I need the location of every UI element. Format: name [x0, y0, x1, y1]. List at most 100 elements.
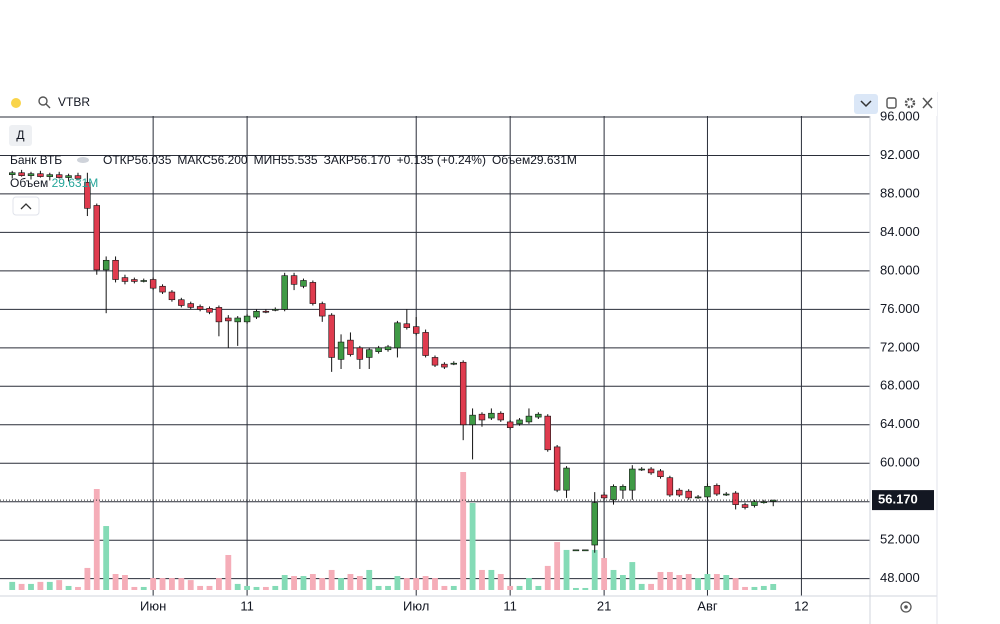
candle-body: [84, 182, 91, 209]
volume-bar: [619, 575, 626, 590]
volume-bar: [112, 574, 119, 590]
x-tick-label: 11: [503, 598, 517, 613]
visibility-toggle[interactable]: [77, 157, 89, 163]
volume-bar: [169, 578, 175, 590]
axis-settings[interactable]: [900, 601, 912, 613]
ohlc-label: МИН: [254, 153, 281, 167]
volume-bar: [56, 580, 63, 590]
volume-bar: [742, 586, 748, 590]
candle-body: [582, 549, 589, 552]
ohlc-value: 56.200: [211, 153, 248, 167]
volume-bar: [591, 549, 598, 590]
y-tick-label: 52.000: [880, 532, 920, 547]
candle-body: [441, 363, 448, 368]
candle-body: [610, 486, 617, 501]
candle-body: [18, 172, 25, 176]
volume-bar: [187, 580, 194, 590]
change: +0.135 (+0.24%): [397, 153, 486, 167]
maximize-button[interactable]: [886, 97, 897, 109]
candle-body: [131, 279, 138, 282]
axes: 48.00052.00056.00060.00064.00068.00072.0…: [140, 108, 934, 613]
close-button[interactable]: [922, 97, 933, 109]
interval-button[interactable]: [9, 125, 32, 146]
candle-body: [74, 175, 82, 179]
x-tick-label: 11: [240, 598, 254, 613]
volume-bar: [394, 576, 401, 590]
volume-bar: [638, 583, 645, 590]
candle-body: [488, 412, 495, 419]
volume-bar: [666, 571, 673, 590]
volume-bar: [760, 585, 767, 590]
candle-body: [375, 347, 382, 352]
candle-body: [65, 175, 72, 178]
volume-bar: [526, 578, 532, 590]
candle-body: [600, 494, 608, 499]
volume-bar: [629, 562, 636, 590]
candle-body: [215, 307, 223, 323]
y-tick-label: 84.000: [880, 224, 920, 239]
candle-body: [666, 477, 674, 496]
collapse-button[interactable]: [12, 196, 40, 216]
candle-body: [356, 347, 364, 360]
volume-bar: [751, 586, 758, 590]
candle-body: [459, 361, 467, 426]
search-icon[interactable]: [38, 96, 51, 109]
candle-body: [770, 499, 777, 502]
volume-bar: [582, 587, 589, 590]
interval: Д: [16, 128, 24, 142]
volume-bar: [601, 558, 608, 590]
x-tick-label: 21: [597, 598, 611, 613]
legend-name: Банк ВТБ: [10, 153, 62, 167]
volume-bar: [732, 578, 739, 590]
volume-bar: [262, 586, 269, 590]
volume-value: 29.631M: [52, 176, 99, 190]
volume-bar: [244, 585, 251, 590]
volume-bar: [507, 585, 514, 590]
candle-body: [93, 205, 100, 271]
plot-area: [0, 116, 870, 596]
volume-bar: [450, 585, 457, 590]
volume-bar: [554, 542, 561, 590]
volume-bar: [356, 576, 363, 590]
volume-bar: [18, 583, 25, 590]
x-tick-label: 12: [794, 598, 808, 613]
candle-body: [300, 280, 307, 287]
volume-bar: [723, 575, 730, 590]
ohlc-label: МАКС: [177, 153, 211, 167]
candle-body: [328, 314, 335, 358]
ohlc-value: 55.535: [281, 153, 318, 167]
candle-body: [751, 501, 758, 506]
volume-bar: [46, 581, 53, 590]
volume-bar: [225, 554, 232, 590]
volume-bar: [206, 585, 213, 590]
dropdown-button[interactable]: [854, 94, 878, 114]
candle-body: [149, 279, 157, 289]
candle-body: [112, 259, 119, 280]
candle-body: [37, 173, 44, 177]
legend-volume-value: 29.631M: [530, 153, 577, 167]
candle-body: [55, 174, 63, 178]
y-tick-label: 68.000: [880, 378, 920, 393]
candle-body: [760, 501, 768, 504]
volume-bar: [84, 567, 91, 590]
candle-body: [394, 322, 401, 349]
x-tick-label: Июл: [403, 598, 429, 613]
settings-button[interactable]: [904, 97, 916, 109]
collapse-icon: [20, 203, 32, 210]
axis-settings-dot: [904, 605, 908, 609]
symbol[interactable]: VTBR: [58, 95, 90, 109]
candle-body: [206, 308, 213, 313]
volume-bar: [516, 585, 523, 590]
volume-bar: [695, 578, 701, 590]
volume-bar: [28, 583, 34, 590]
y-tick-label: 48.000: [880, 570, 920, 585]
candle-body: [9, 172, 16, 175]
candle-body: [366, 349, 373, 358]
candle-body: [685, 490, 692, 499]
volume-bar: [488, 569, 495, 590]
candle-body: [629, 468, 636, 491]
candle-body: [187, 303, 194, 308]
y-tick-label: 80.000: [880, 262, 920, 277]
volume-bar: [197, 585, 204, 590]
